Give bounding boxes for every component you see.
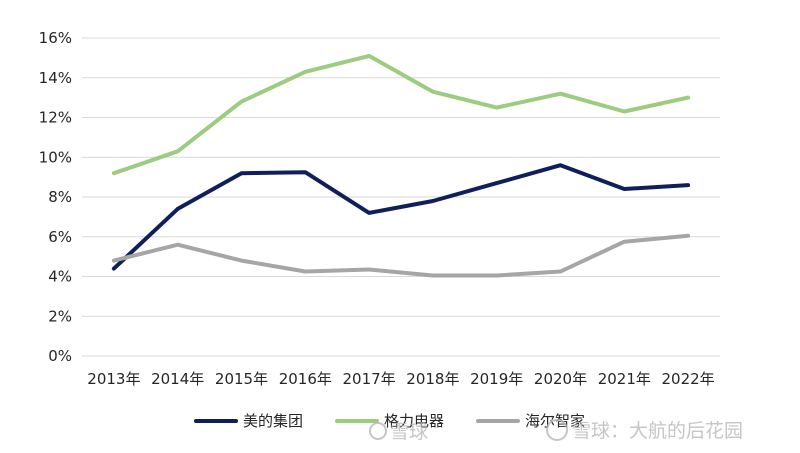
legend-label: 格力电器 [384, 412, 444, 430]
legend-label: 美的集团 [243, 412, 303, 430]
y-tick-label: 16% [39, 29, 72, 47]
y-axis-ticks: 0% 2% 4% 6% 8% 10% 12% 14% 16% [39, 29, 72, 365]
gridlines [82, 37, 720, 357]
y-tick-label: 0% [48, 347, 72, 365]
y-tick-label: 10% [39, 148, 72, 166]
x-tick-label: 2021年 [598, 370, 651, 388]
series-line-1 [111, 163, 691, 271]
x-tick-label: 2013年 [87, 370, 140, 388]
x-tick-label: 2022年 [662, 370, 715, 388]
watermark-logo-icon [546, 419, 568, 441]
watermark-logo-icon [369, 422, 387, 440]
x-tick-label: 2020年 [534, 370, 587, 388]
series-line-2 [111, 53, 691, 176]
y-tick-label: 6% [48, 228, 72, 246]
x-tick-label: 2015年 [215, 370, 268, 388]
watermark: 雪球 雪球：大航的后花园 [369, 419, 743, 443]
series-line-3 [111, 233, 691, 278]
watermark-text-left: 雪球 [390, 421, 428, 443]
y-tick-label: 8% [48, 188, 72, 206]
y-tick-label: 14% [39, 69, 72, 87]
watermark-text-right: 雪球：大航的后花园 [572, 420, 743, 442]
x-tick-label: 2018年 [406, 370, 459, 388]
series-lines [111, 53, 691, 278]
x-tick-label: 2016年 [279, 370, 332, 388]
x-tick-label: 2014年 [151, 370, 204, 388]
x-tick-label: 2017年 [343, 370, 396, 388]
x-axis-ticks: 2013年 2014年 2015年 2016年 2017年 2018年 2019年 2020年… [87, 370, 714, 388]
y-tick-label: 12% [39, 109, 72, 127]
x-tick-label: 2019年 [470, 370, 523, 388]
y-tick-label: 4% [48, 268, 72, 286]
y-tick-label: 2% [48, 307, 72, 325]
